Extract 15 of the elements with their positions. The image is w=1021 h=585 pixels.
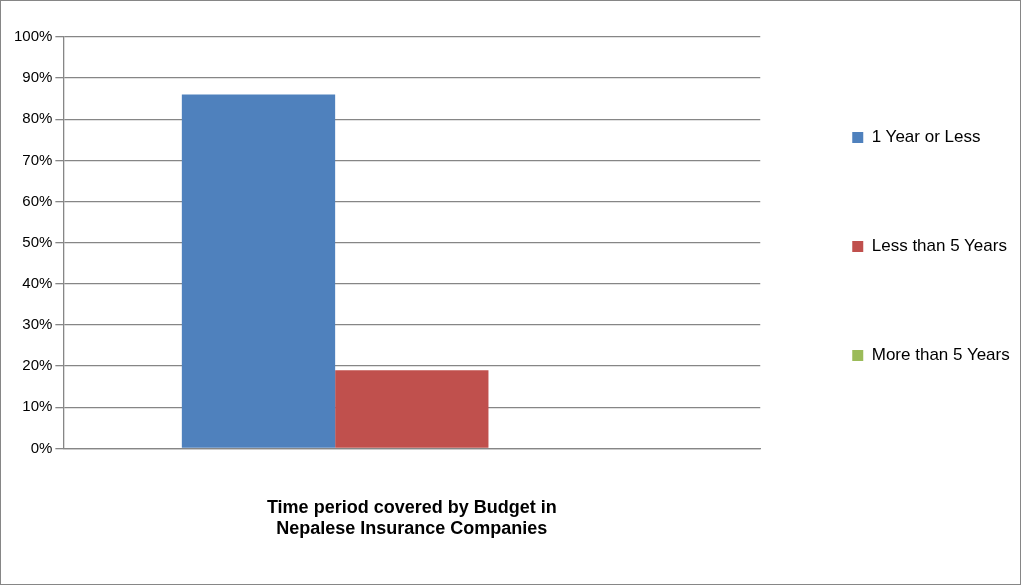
y-tick-label: 70% (22, 150, 53, 168)
x-axis-title: Time period covered by Budget in Nepalese Insurance Companies (266, 496, 557, 539)
y-tick-label: 80% (22, 109, 53, 127)
y-tick-label: 10% (22, 397, 53, 415)
legend-label: Less than 5 Years (871, 236, 1007, 256)
legend-label: More than 5 Years (871, 345, 1010, 365)
y-tick-label: 40% (22, 273, 53, 291)
y-tick-label: 60% (22, 191, 53, 209)
legend-label: 1 Year or Less (871, 127, 981, 147)
y-tick-label: 50% (22, 232, 53, 250)
y-tick-label: 20% (22, 356, 53, 374)
y-tick-label: 100% (13, 27, 53, 45)
y-tick-label: 30% (22, 315, 53, 333)
y-tick-label: 0% (30, 438, 53, 456)
y-tick-label: 90% (22, 68, 53, 86)
